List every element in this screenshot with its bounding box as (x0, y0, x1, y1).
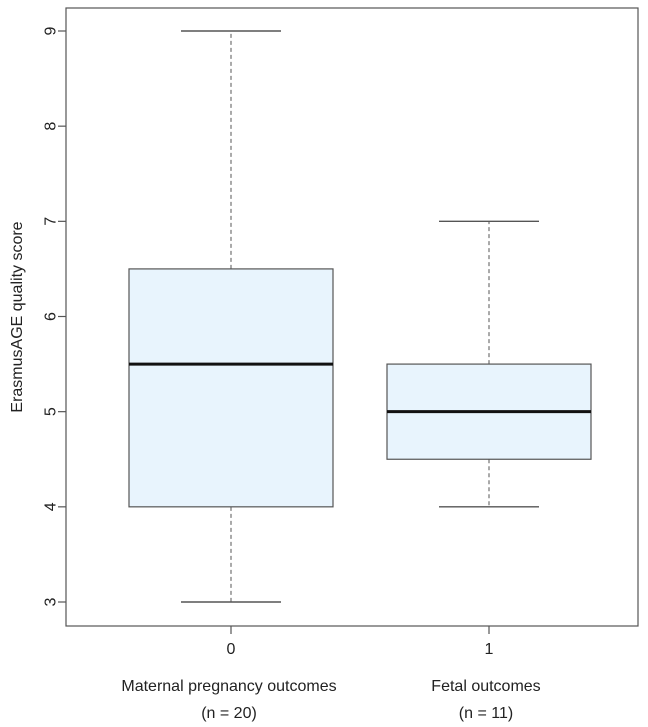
y-tick-label: 4 (43, 502, 60, 511)
group-label: Maternal pregnancy outcomes (121, 678, 336, 695)
x-tick-label: 1 (485, 641, 494, 658)
iqr-box (128, 268, 334, 508)
box-group-0 (128, 30, 334, 603)
y-tick-label: 7 (43, 217, 60, 226)
y-tick-label: 5 (43, 407, 60, 416)
y-tick-label: 6 (43, 312, 60, 321)
y-axis-title: ErasmusAGE quality score (9, 221, 26, 412)
y-tick-label: 9 (43, 26, 60, 35)
y-tick-label: 3 (43, 597, 60, 606)
x-tick-label: 0 (227, 641, 236, 658)
group-label: Fetal outcomes (431, 678, 540, 695)
group-sample-size: (n = 20) (201, 705, 257, 722)
y-tick-label: 8 (43, 122, 60, 131)
box-group-1 (386, 220, 592, 508)
group-sample-size: (n = 11) (459, 705, 513, 722)
